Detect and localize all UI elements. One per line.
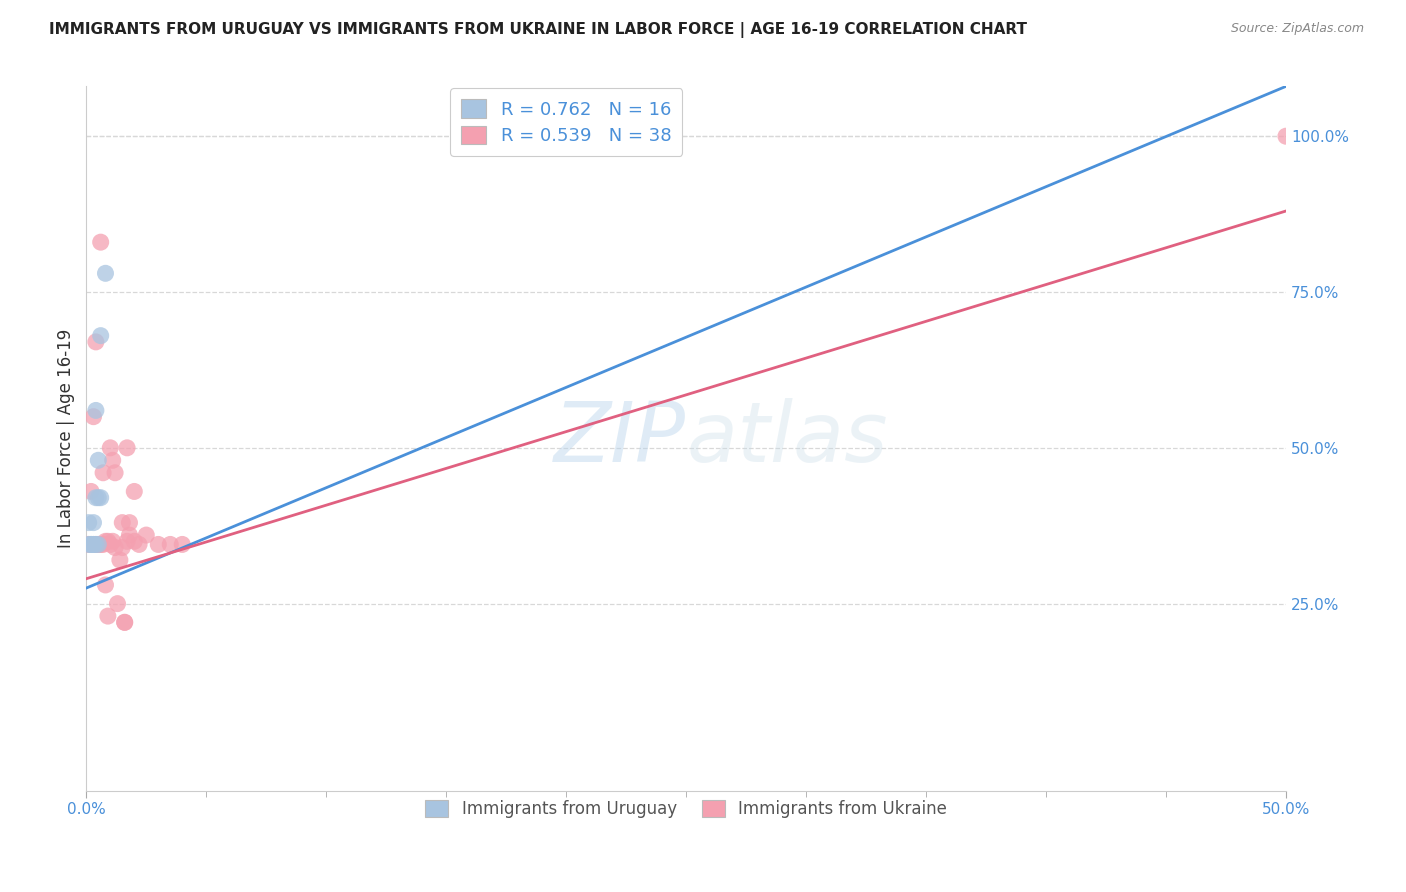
Point: [115, 534, 138, 549]
Point: [84, 334, 107, 349]
Point: [115, 441, 138, 455]
Point: [1275, 129, 1298, 144]
Legend: Immigrants from Uruguay, Immigrants from Ukraine: Immigrants from Uruguay, Immigrants from…: [419, 793, 953, 824]
Point: [104, 541, 127, 555]
Y-axis label: In Labor Force | Age 16-19: In Labor Force | Age 16-19: [58, 329, 75, 548]
Point: [80, 537, 103, 551]
Point: [98, 441, 121, 455]
Point: [84, 537, 107, 551]
Text: Source: ZipAtlas.com: Source: ZipAtlas.com: [1230, 22, 1364, 36]
Point: [82, 409, 104, 424]
Point: [148, 537, 170, 551]
Point: [90, 235, 112, 249]
Point: [94, 266, 117, 280]
Point: [94, 578, 117, 592]
Point: [84, 491, 107, 505]
Point: [77, 537, 100, 551]
Point: [97, 609, 120, 624]
Text: atlas: atlas: [686, 398, 887, 479]
Point: [90, 537, 112, 551]
Point: [128, 537, 150, 551]
Text: ZIP: ZIP: [554, 398, 686, 479]
Point: [118, 516, 141, 530]
Point: [118, 528, 141, 542]
Point: [91, 466, 114, 480]
Point: [124, 534, 146, 549]
Point: [107, 597, 129, 611]
Point: [82, 516, 104, 530]
Point: [101, 453, 124, 467]
Point: [172, 537, 194, 551]
Point: [80, 537, 103, 551]
Point: [159, 537, 181, 551]
Point: [87, 537, 110, 551]
Point: [87, 491, 110, 505]
Point: [90, 328, 112, 343]
Point: [124, 484, 146, 499]
Point: [82, 537, 104, 551]
Point: [82, 537, 104, 551]
Point: [97, 534, 120, 549]
Point: [104, 466, 127, 480]
Point: [101, 534, 124, 549]
Point: [114, 615, 136, 630]
Point: [80, 484, 103, 499]
Point: [94, 534, 117, 549]
Point: [77, 537, 100, 551]
Point: [111, 541, 134, 555]
Point: [90, 491, 112, 505]
Point: [84, 537, 107, 551]
Point: [91, 537, 114, 551]
Point: [87, 537, 110, 551]
Point: [87, 453, 110, 467]
Point: [114, 615, 136, 630]
Point: [98, 537, 121, 551]
Text: IMMIGRANTS FROM URUGUAY VS IMMIGRANTS FROM UKRAINE IN LABOR FORCE | AGE 16-19 CO: IMMIGRANTS FROM URUGUAY VS IMMIGRANTS FR…: [49, 22, 1028, 38]
Point: [135, 528, 157, 542]
Point: [108, 553, 131, 567]
Point: [111, 516, 134, 530]
Point: [84, 403, 107, 417]
Point: [77, 516, 100, 530]
